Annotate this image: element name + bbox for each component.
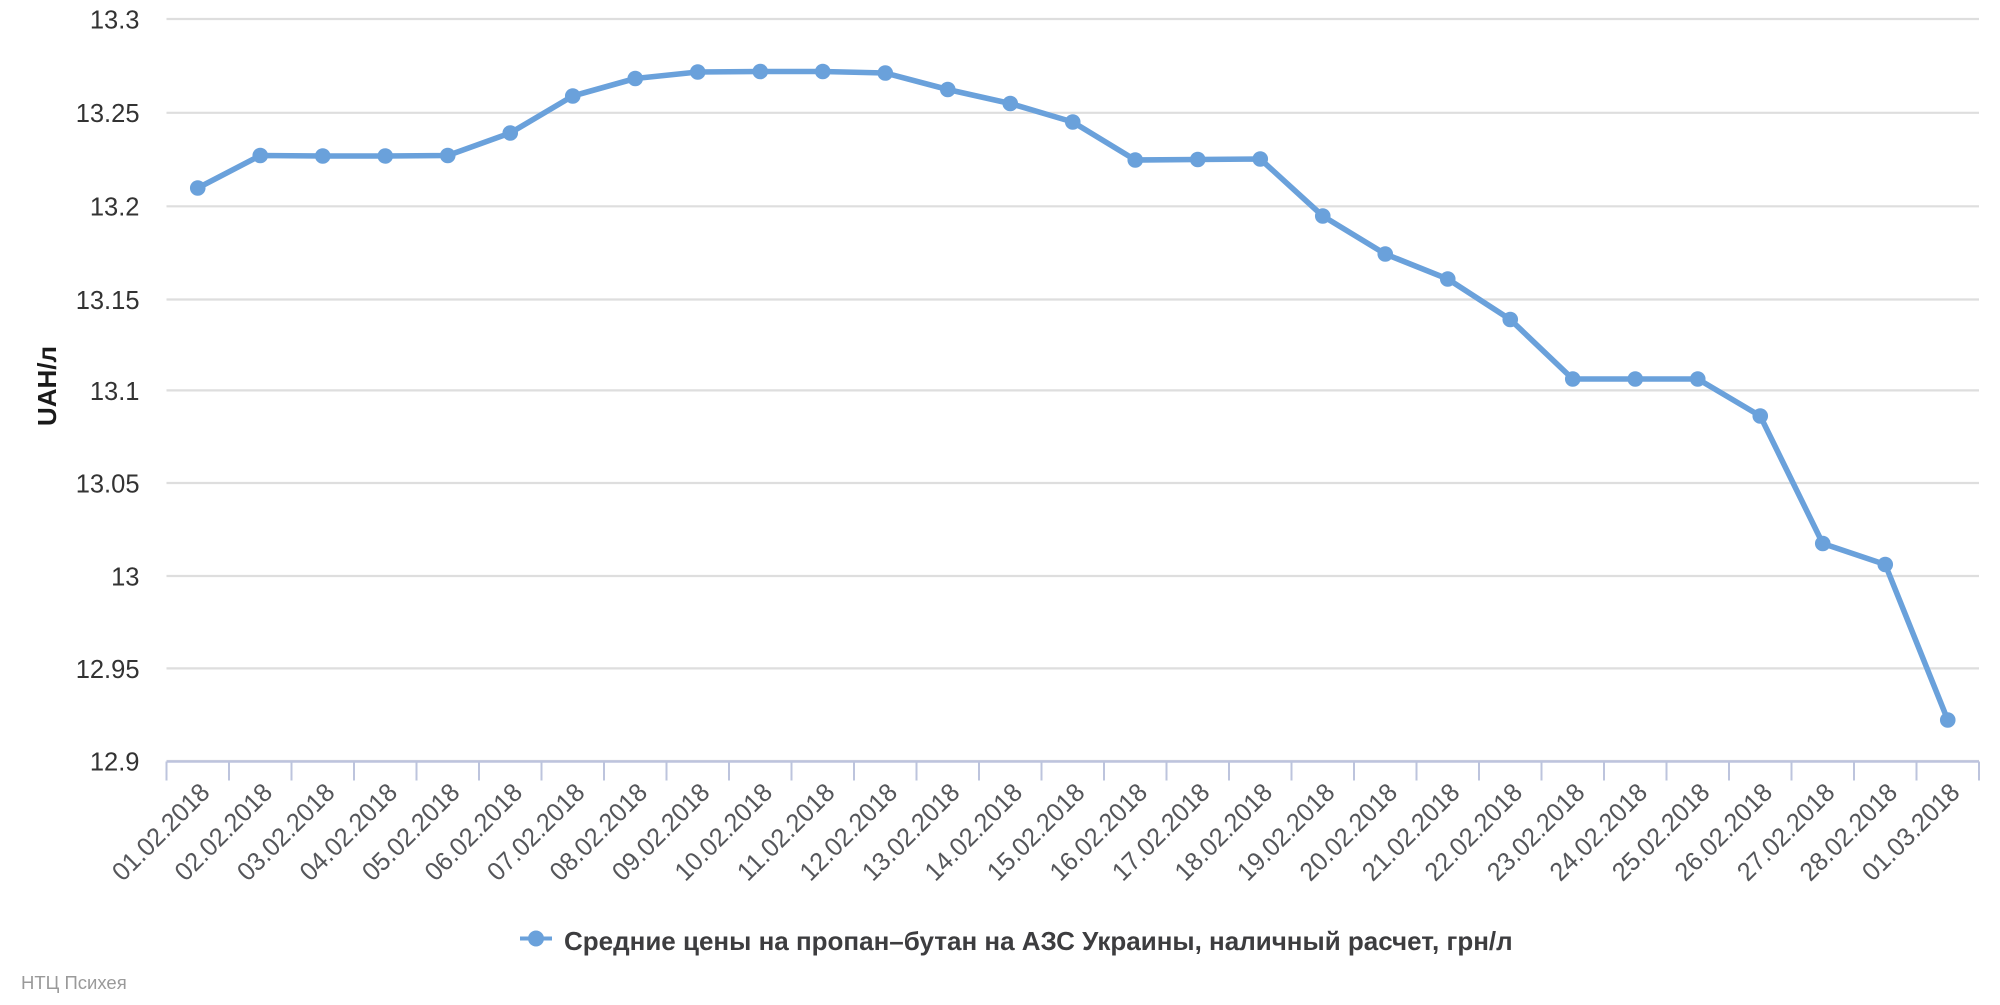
svg-text:UAH/л: UAH/л (32, 346, 62, 426)
svg-text:13.3: 13.3 (90, 6, 140, 34)
svg-text:13.2: 13.2 (90, 194, 140, 222)
svg-text:12.9: 12.9 (90, 748, 140, 776)
svg-text:13.25: 13.25 (76, 100, 140, 128)
svg-text:12.95: 12.95 (76, 656, 140, 684)
svg-text:13.05: 13.05 (76, 470, 140, 498)
svg-text:13: 13 (111, 563, 139, 591)
svg-text:Средние цены на пропан–бутан н: Средние цены на пропан–бутан на АЗС Укра… (564, 926, 1513, 956)
svg-text:13.15: 13.15 (76, 287, 140, 315)
svg-text:13.1: 13.1 (90, 378, 140, 406)
svg-text:НТЦ Психея: НТЦ Психея (21, 972, 127, 993)
